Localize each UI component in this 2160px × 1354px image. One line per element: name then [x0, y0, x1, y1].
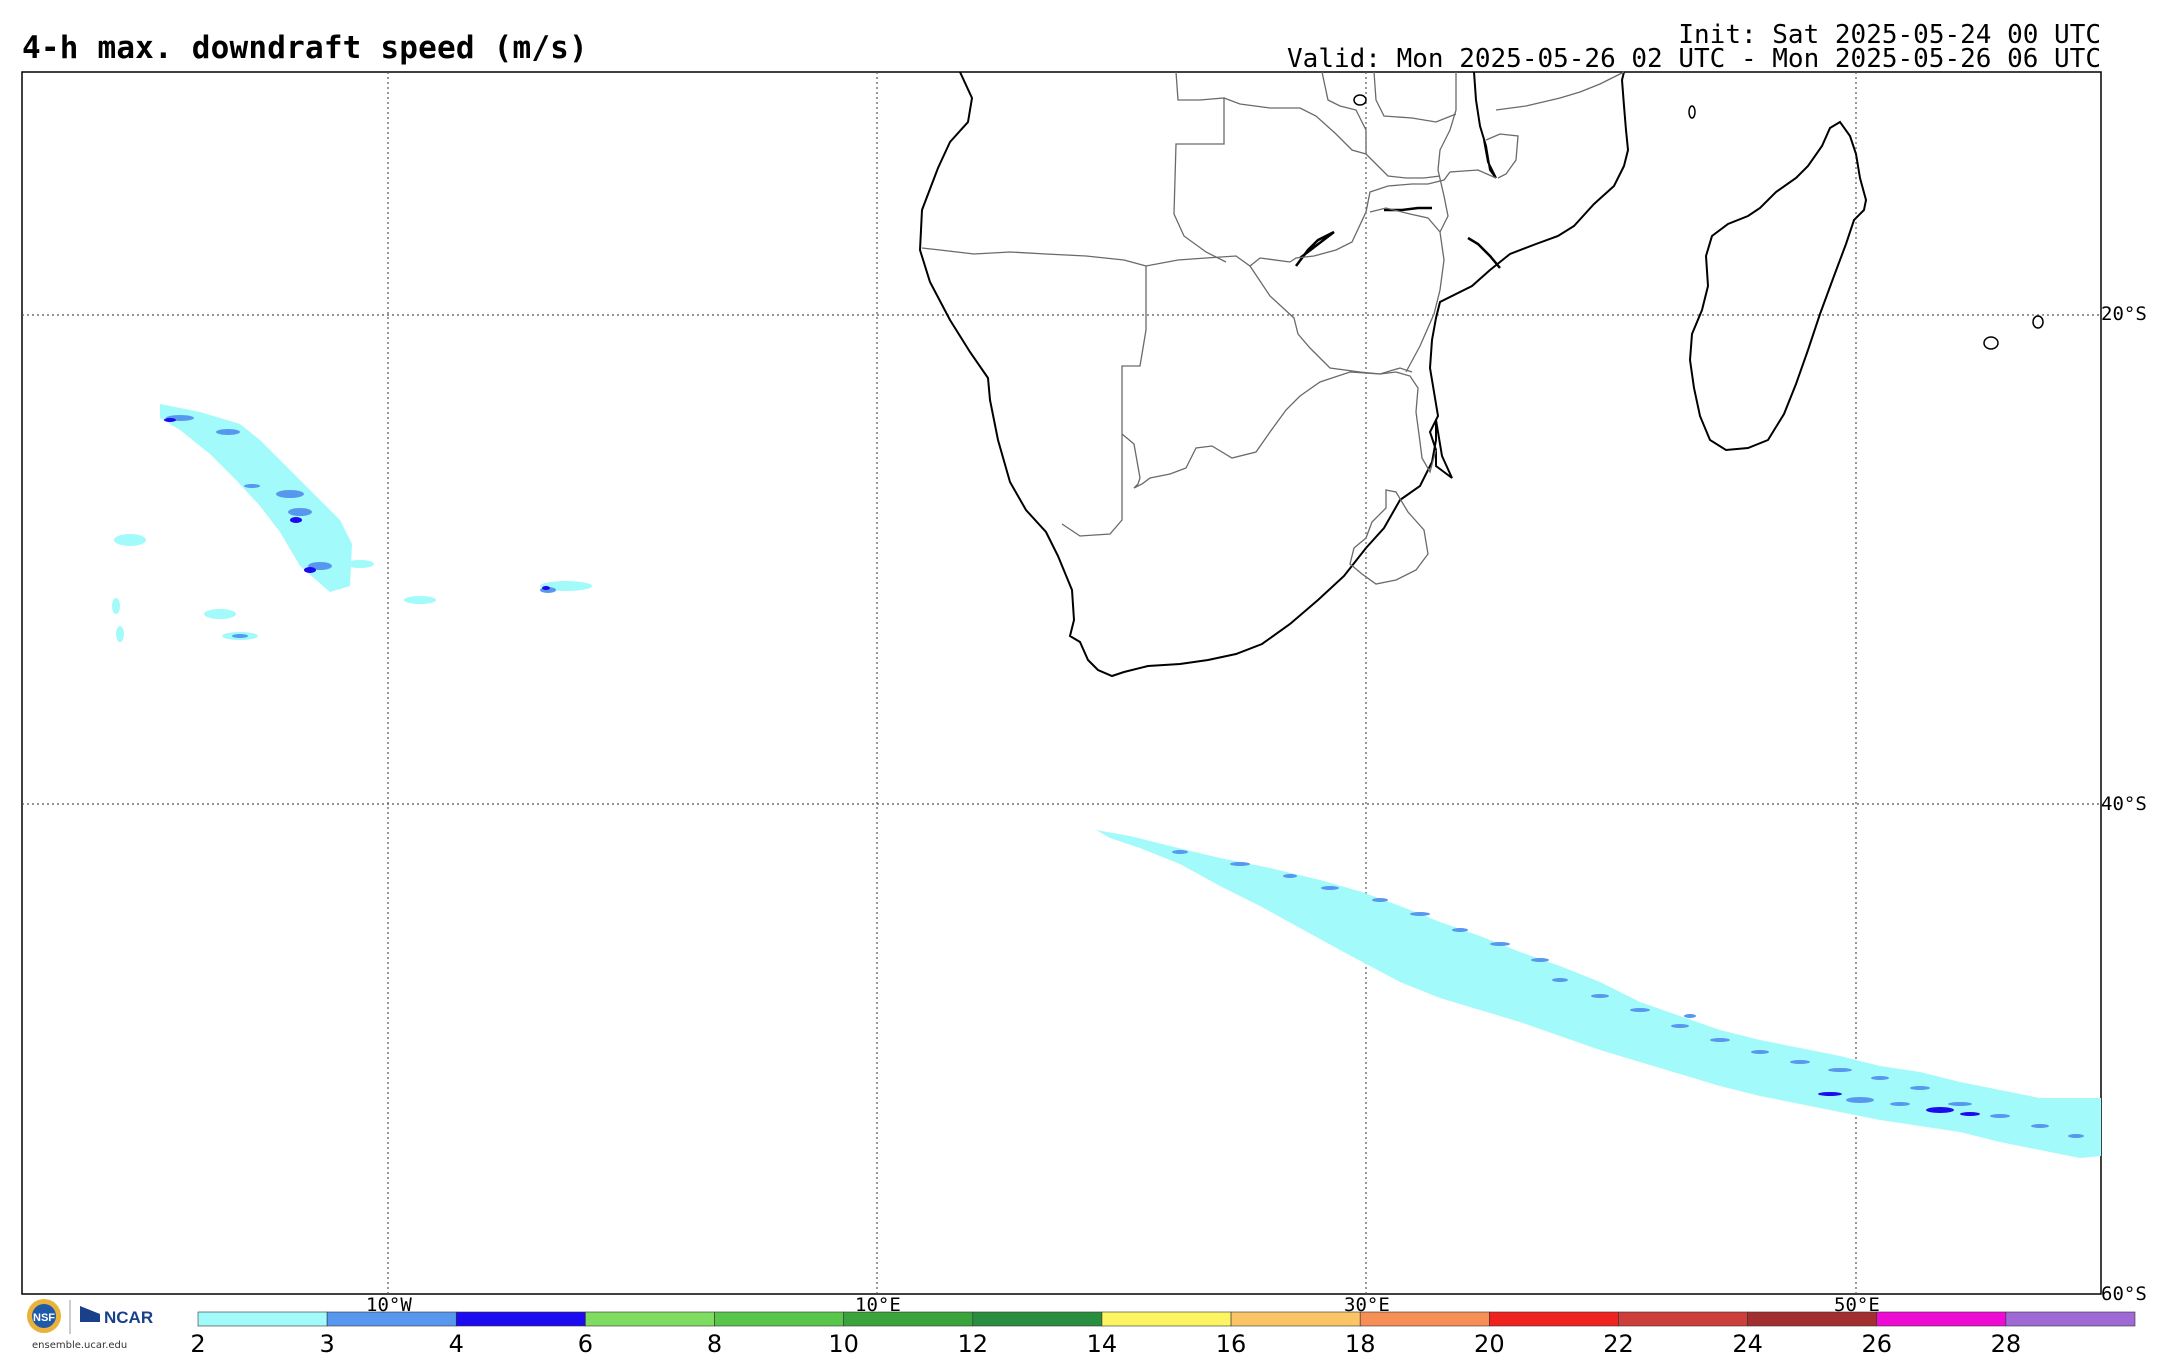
colorbar-swatch	[326, 1311, 457, 1327]
colorbar: 2 3 4 6 8 10 12 14 16 18 20 22 24 26 28	[190, 1311, 2136, 1354]
lake-victoria-outline	[1353, 94, 1367, 106]
colorbar-tick-label: 18	[1345, 1330, 1376, 1354]
lat-label-60s: 60°S	[2101, 1283, 2147, 1305]
colorbar-swatch	[2005, 1311, 2136, 1327]
downdraft-field	[112, 404, 2101, 1158]
mauritius-outline	[1983, 336, 1999, 350]
colorbar-swatch	[1747, 1311, 1878, 1327]
colorbar-tick-label: 14	[1087, 1330, 1118, 1354]
colorbar-swatch	[1489, 1311, 1619, 1327]
lake-malawi-outline	[1473, 71, 1497, 179]
colorbar-tick-label: 20	[1474, 1330, 1505, 1354]
nsf-ncar-logo: NSF	[27, 1299, 100, 1334]
lake-malawi-south	[1467, 236, 1501, 269]
colorbar-tick-label: 12	[958, 1330, 989, 1354]
colorbar-tick-label: 16	[1216, 1330, 1247, 1354]
colorbar-tick-label: 10	[828, 1330, 859, 1354]
colorbar-swatch	[972, 1311, 1103, 1327]
colorbar-swatch	[1876, 1311, 2007, 1327]
colorbar-tick-label: 8	[707, 1330, 722, 1354]
africa-coastline	[918, 71, 1630, 678]
colorbar-swatch	[1230, 1311, 1361, 1327]
colorbar-swatch	[843, 1311, 974, 1327]
colorbar-tick-label: 28	[1991, 1330, 2022, 1354]
init-time: Init: Sat 2025-05-24 00 UTC	[1678, 20, 2101, 50]
colorbar-swatch	[714, 1311, 844, 1327]
comoros-outline	[1688, 105, 1696, 119]
colorbar-tick-label: 6	[578, 1330, 593, 1354]
ncar-logo-icon	[80, 1306, 100, 1322]
country-borders	[921, 71, 1625, 585]
reunion-outline	[2032, 315, 2044, 329]
lon-label-10w: 10°W	[366, 1294, 412, 1316]
ensemble-url: ensemble.ucar.edu	[32, 1340, 128, 1351]
svg-text:NSF: NSF	[33, 1312, 55, 1324]
colorbar-tick-label: 2	[190, 1330, 205, 1354]
valid-time: Valid: Mon 2025-05-26 02 UTC - Mon 2025-…	[1287, 44, 2101, 74]
lat-label-40s: 40°S	[2101, 793, 2147, 815]
graticule	[22, 72, 2101, 1294]
colorbar-tick-label: 26	[1861, 1330, 1892, 1354]
lat-label-20s: 20°S	[2101, 303, 2147, 325]
colorbar-swatch	[585, 1311, 715, 1327]
colorbar-tick-label: 22	[1603, 1330, 1634, 1354]
colorbar-swatch	[1101, 1311, 1232, 1327]
colorbar-swatch	[455, 1311, 586, 1327]
colorbar-tick-label: 3	[319, 1330, 334, 1354]
ncar-label: NCAR	[104, 1308, 154, 1327]
colorbar-swatch	[197, 1311, 328, 1327]
colorbar-swatch	[1618, 1311, 1748, 1327]
map-title: 4-h max. downdraft speed (m/s)	[22, 30, 588, 66]
lon-label-30e: 30°E	[1344, 1294, 1390, 1316]
lake-kariba-west	[1295, 230, 1335, 267]
colorbar-tick-label: 24	[1732, 1330, 1763, 1354]
lon-label-10e: 10°E	[855, 1294, 901, 1316]
colorbar-tick-label: 4	[449, 1330, 464, 1354]
colorbar-swatch	[1359, 1311, 1490, 1327]
madagascar-outline	[1688, 120, 1868, 452]
lon-label-50e: 50°E	[1834, 1294, 1880, 1316]
